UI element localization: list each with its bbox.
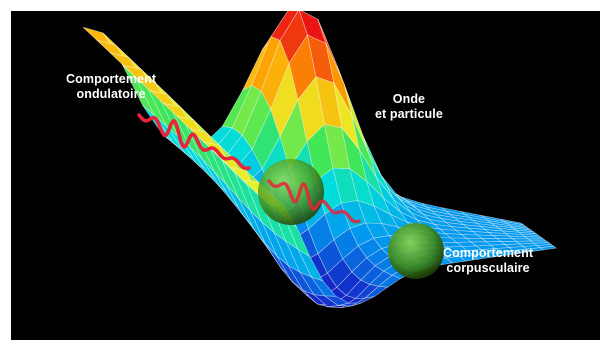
outgoing-wave-line (267, 179, 361, 224)
particle-behavior-label: Comportement corpusculaire (443, 246, 533, 276)
wave-particle-illustration (82, 11, 557, 308)
surface-mesh-cell (270, 11, 299, 41)
illustration-frame: Comportement ondulatoire Onde et particu… (11, 11, 600, 340)
wave-behavior-label: Comportement ondulatoire (66, 72, 156, 102)
particle-label-line2: corpusculaire (446, 261, 530, 275)
duality-label-line2: et particule (375, 107, 443, 121)
particle-sphere (388, 223, 444, 279)
incoming-wave-line (137, 113, 251, 171)
wave-inside-sphere (267, 179, 361, 224)
probability-surface (82, 11, 557, 308)
wave-label-line2: ondulatoire (76, 87, 146, 101)
wave-squiggle (137, 113, 251, 171)
wave-particle-duality-label: Onde et particule (375, 92, 443, 122)
particle-label-line1: Comportement (443, 246, 534, 260)
wave-label-line1: Comportement (66, 72, 157, 86)
surface-mesh-cell (539, 245, 557, 251)
duality-label-line1: Onde (392, 92, 426, 106)
